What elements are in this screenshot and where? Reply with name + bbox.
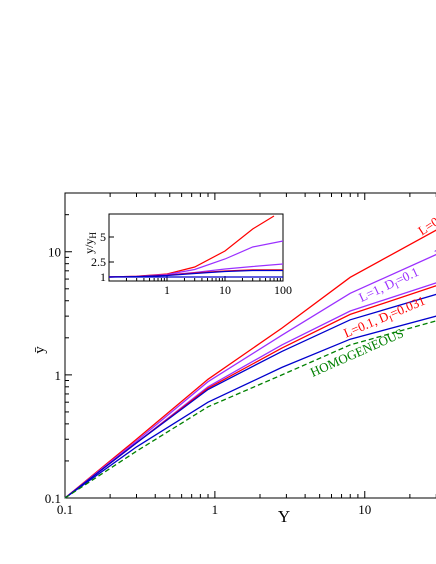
inset-series-group: [108, 215, 284, 278]
main-series-group: [64, 229, 436, 499]
inset-x-tick-label: 100: [274, 283, 292, 297]
main-y-tick-label: 10: [48, 245, 61, 260]
main-y-tick-label: 0.1: [45, 491, 61, 506]
main-series-annotation: L=1,: [432, 235, 436, 261]
main-series-line: [64, 320, 436, 499]
main-y-tick-label: 1: [55, 368, 62, 383]
inset-y-axis-label: y/yH: [82, 232, 98, 254]
annotation-subscript: I: [393, 280, 400, 290]
inset-y-tick-label: 1: [100, 270, 106, 284]
main-series-line: [64, 293, 436, 499]
inset-y-axis-label-main: y/y: [82, 239, 96, 254]
annotation-subscript: I: [388, 314, 395, 324]
main-series-line: [64, 229, 436, 499]
annotation-tail: =0.1: [393, 264, 421, 288]
inset-x-tick-label: 1: [164, 283, 170, 297]
main-x-tick-label: 10: [358, 502, 371, 517]
main-axis-ticks: 0.1 1 10 0.1 1 10: [45, 192, 436, 517]
main-x-tick-label: 1: [212, 502, 219, 517]
main-series-line: [64, 315, 436, 499]
main-x-axis-label: Y: [278, 507, 290, 526]
inset-x-tick-label: 10: [219, 283, 231, 297]
inset-y-tick-label: 5: [100, 230, 106, 244]
main-y-axis-label: ȳ: [32, 346, 48, 354]
main-annotations: L=0.1, DI=0L=1, L=1, DI=0.1L=0.1, DI=0.0…: [308, 200, 436, 380]
inset-y-axis-label-sub: H: [88, 232, 98, 239]
annotation-text: L=1,: [432, 235, 436, 261]
inset-y-tick-label: 2.5: [91, 255, 106, 269]
main-x-tick-label: 0.1: [57, 502, 73, 517]
main-series-line: [64, 253, 436, 499]
